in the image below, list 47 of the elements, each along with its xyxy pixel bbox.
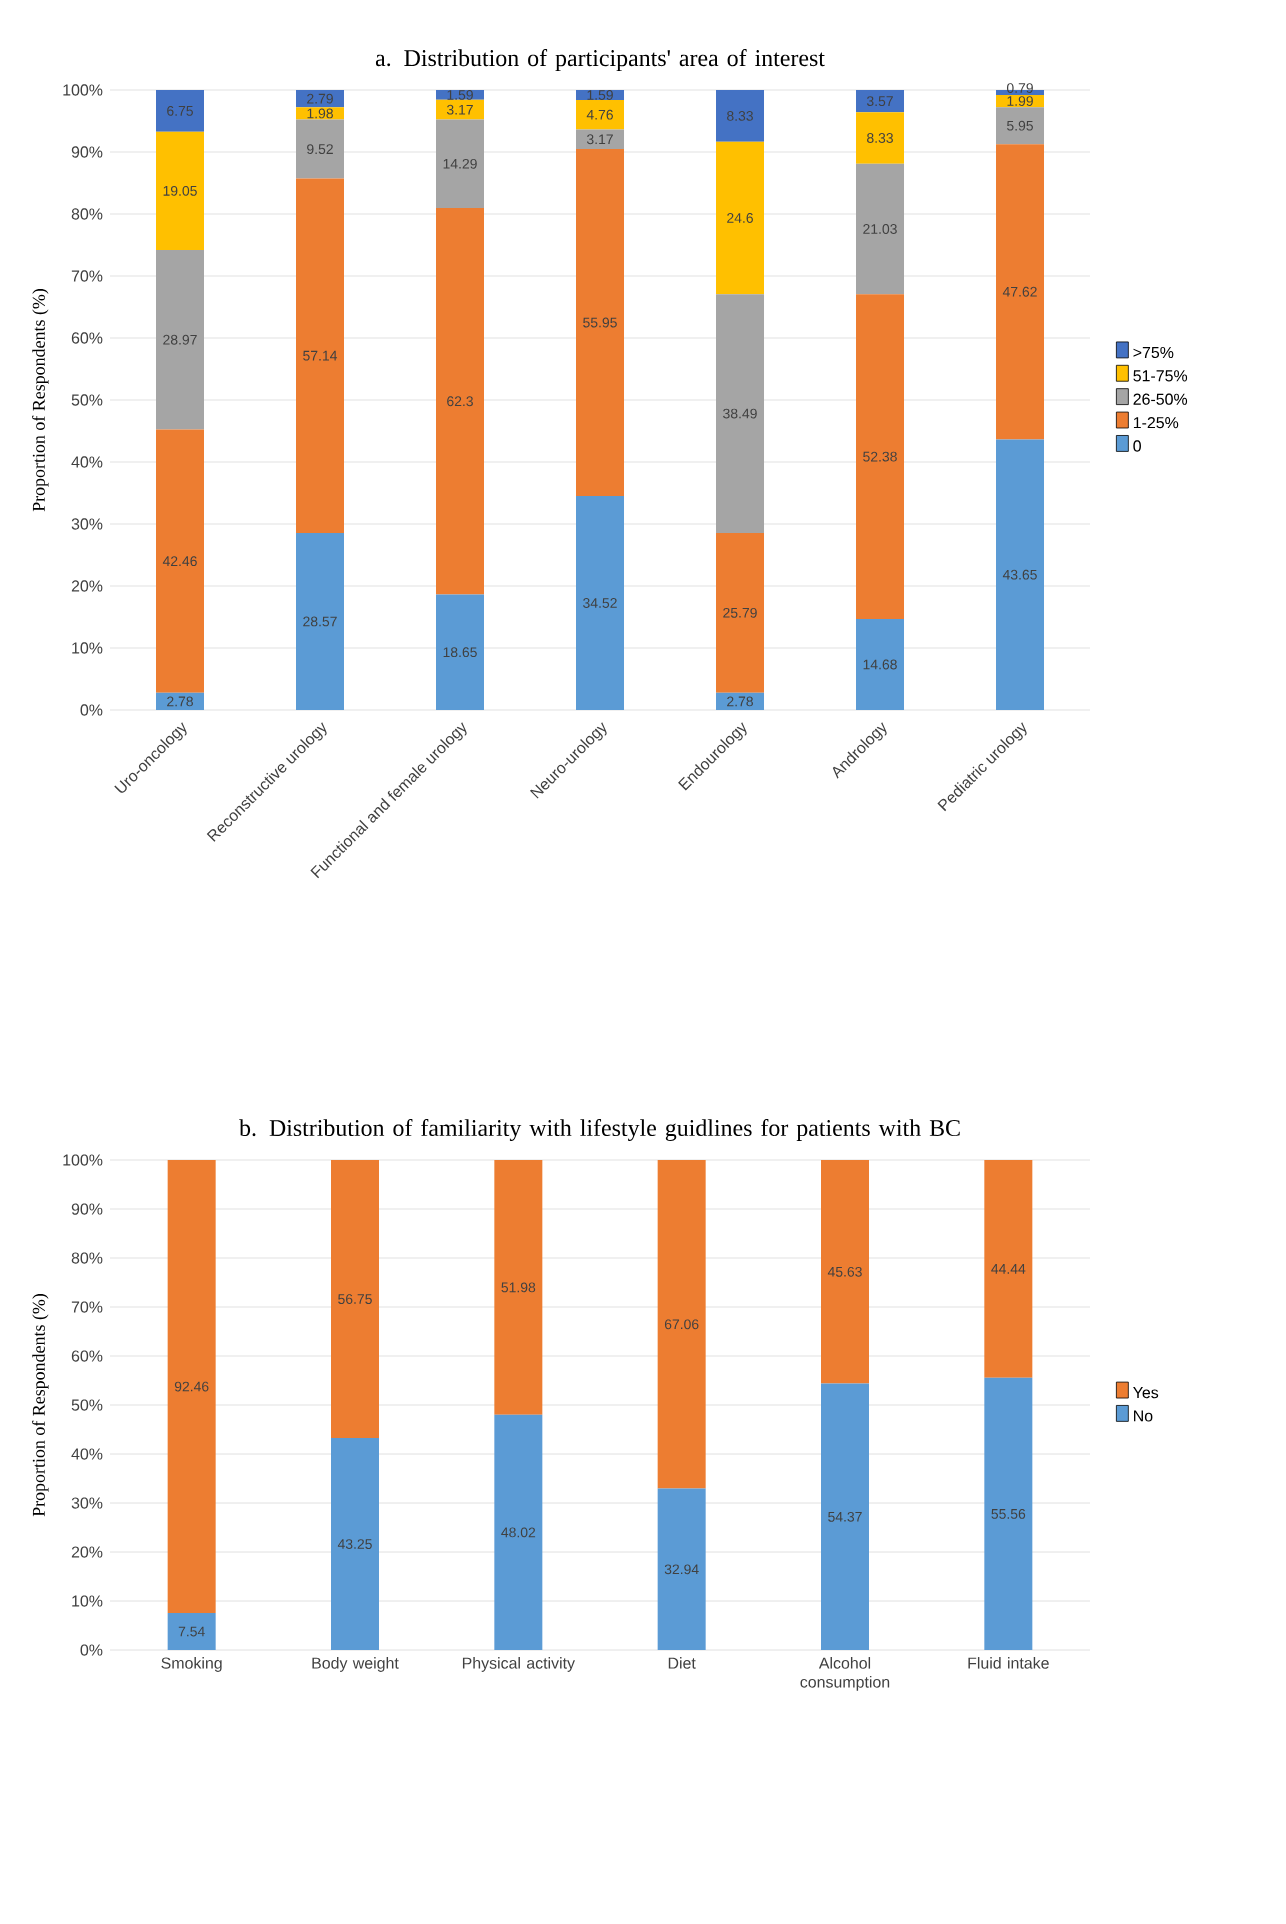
y-axis-title: Proportion of Respondents (%) (32, 288, 49, 512)
chart-title: b. Distribution of familiarity with lifestyle guidlines for patients with BC (239, 1119, 960, 1142)
bar (576, 495, 625, 711)
bar (331, 1160, 379, 1439)
bar (436, 119, 484, 209)
bar (167, 1160, 216, 1614)
bar (156, 89, 204, 132)
bar (296, 107, 344, 120)
bar (716, 141, 765, 295)
bar (331, 1438, 379, 1651)
bar (657, 1160, 706, 1489)
bar (296, 178, 344, 533)
bar (716, 294, 765, 533)
bar (494, 1414, 543, 1651)
bar (156, 249, 204, 430)
bar (576, 129, 625, 150)
bar (296, 532, 344, 711)
bar (657, 1488, 706, 1651)
bar (156, 692, 204, 711)
bar (156, 429, 204, 693)
y-axis-title: Proportion of Respondents (%) (32, 1293, 49, 1517)
bar (156, 131, 204, 250)
chart-title: a. Distribution of participants' area of interest (375, 49, 825, 72)
bar (996, 439, 1045, 711)
bar (856, 90, 905, 113)
bar (856, 618, 905, 711)
bar (996, 107, 1045, 145)
bar (716, 532, 765, 693)
bar (984, 1160, 1033, 1378)
bar (167, 1613, 216, 1651)
bar (716, 90, 765, 142)
bar (436, 594, 484, 711)
bar (856, 163, 905, 295)
bar (996, 144, 1045, 440)
bar (821, 1160, 869, 1384)
bar (296, 119, 344, 179)
bar (296, 90, 344, 108)
bar (984, 1377, 1033, 1651)
bar (576, 99, 625, 130)
bar (821, 1383, 869, 1651)
bar (576, 149, 625, 496)
bar (436, 99, 484, 120)
bar (856, 112, 905, 164)
bar (494, 1160, 543, 1415)
bar (856, 294, 905, 619)
bar (436, 208, 484, 595)
bar (716, 692, 765, 711)
